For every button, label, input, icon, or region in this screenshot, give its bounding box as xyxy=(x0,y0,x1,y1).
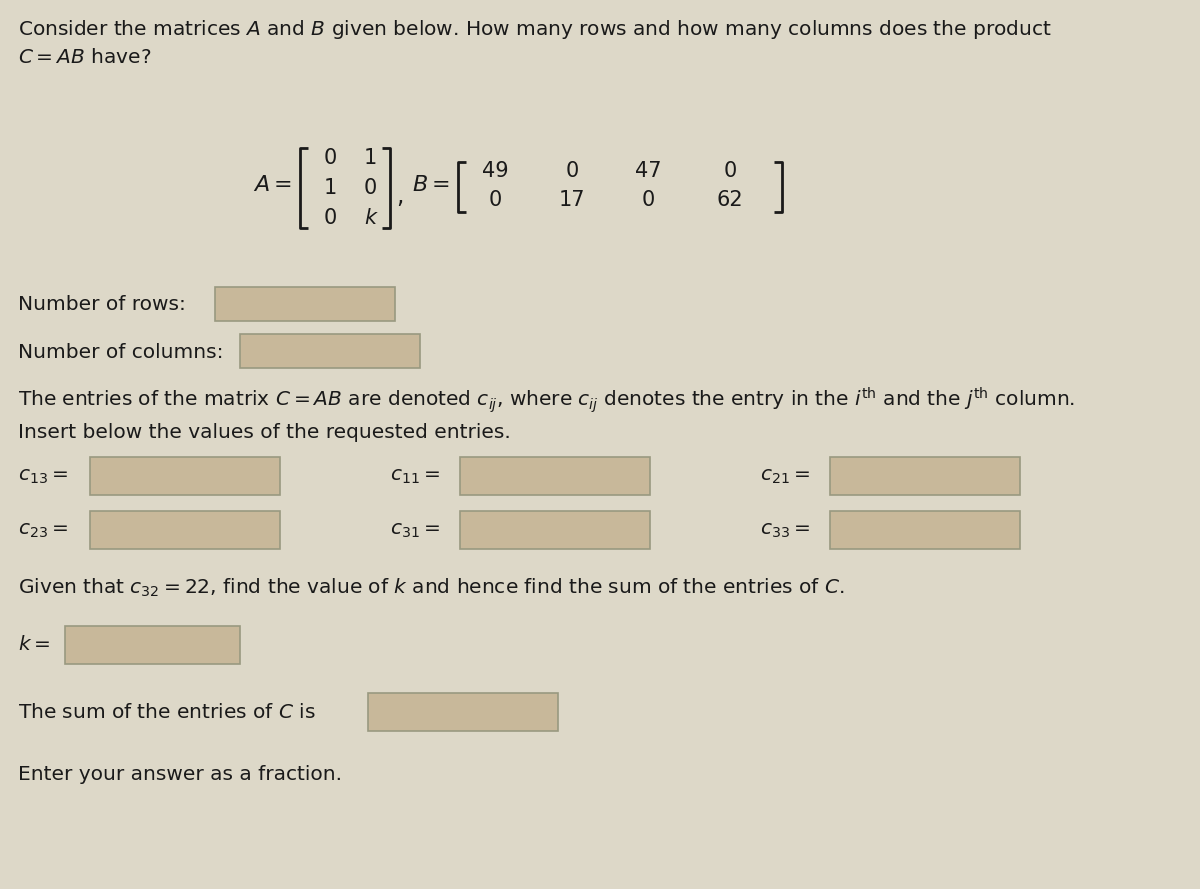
Text: Enter your answer as a fraction.: Enter your answer as a fraction. xyxy=(18,765,342,784)
Text: 49: 49 xyxy=(481,161,509,181)
Text: $c_{21} =$: $c_{21} =$ xyxy=(760,467,810,485)
Text: 0: 0 xyxy=(724,161,737,181)
Text: Consider the matrices $A$ and $B$ given below. How many rows and how many column: Consider the matrices $A$ and $B$ given … xyxy=(18,18,1051,41)
Text: 1: 1 xyxy=(364,148,377,168)
FancyBboxPatch shape xyxy=(65,626,240,664)
Text: 0: 0 xyxy=(565,161,578,181)
Text: 1: 1 xyxy=(323,178,337,198)
Text: $c_{13} =$: $c_{13} =$ xyxy=(18,467,68,485)
Text: 0: 0 xyxy=(323,208,337,228)
FancyBboxPatch shape xyxy=(90,511,280,549)
FancyBboxPatch shape xyxy=(368,693,558,731)
Text: k: k xyxy=(364,208,376,228)
FancyBboxPatch shape xyxy=(830,457,1020,495)
Text: 62: 62 xyxy=(716,190,743,210)
FancyBboxPatch shape xyxy=(90,457,280,495)
Text: $c_{23} =$: $c_{23} =$ xyxy=(18,520,68,540)
Text: $c_{31} =$: $c_{31} =$ xyxy=(390,520,440,540)
Text: $B =$: $B =$ xyxy=(412,175,450,195)
Text: Number of rows:: Number of rows: xyxy=(18,295,186,315)
Text: 0: 0 xyxy=(323,148,337,168)
Text: $A =$: $A =$ xyxy=(253,175,292,195)
Text: $C = AB$ have?: $C = AB$ have? xyxy=(18,48,151,67)
Text: 47: 47 xyxy=(635,161,661,181)
Text: The sum of the entries of $C$ is: The sum of the entries of $C$ is xyxy=(18,702,316,722)
Text: 0: 0 xyxy=(488,190,502,210)
FancyBboxPatch shape xyxy=(460,511,650,549)
Text: $c_{11} =$: $c_{11} =$ xyxy=(390,467,440,485)
FancyBboxPatch shape xyxy=(830,511,1020,549)
FancyBboxPatch shape xyxy=(240,334,420,368)
Text: $c_{33} =$: $c_{33} =$ xyxy=(760,520,810,540)
FancyBboxPatch shape xyxy=(460,457,650,495)
Text: $k =$: $k =$ xyxy=(18,636,50,654)
Text: 0: 0 xyxy=(364,178,377,198)
Text: 17: 17 xyxy=(559,190,586,210)
Text: The entries of the matrix $C = AB$ are denoted $c_{ij}$, where $c_{ij}$ denotes : The entries of the matrix $C = AB$ are d… xyxy=(18,385,1075,415)
Text: ,: , xyxy=(396,184,403,208)
Text: 0: 0 xyxy=(641,190,655,210)
FancyBboxPatch shape xyxy=(215,287,395,321)
Text: Insert below the values of the requested entries.: Insert below the values of the requested… xyxy=(18,422,511,442)
Text: Given that $c_{32} = 22$, find the value of $k$ and hence find the sum of the en: Given that $c_{32} = 22$, find the value… xyxy=(18,577,845,599)
Text: Number of columns:: Number of columns: xyxy=(18,342,223,362)
